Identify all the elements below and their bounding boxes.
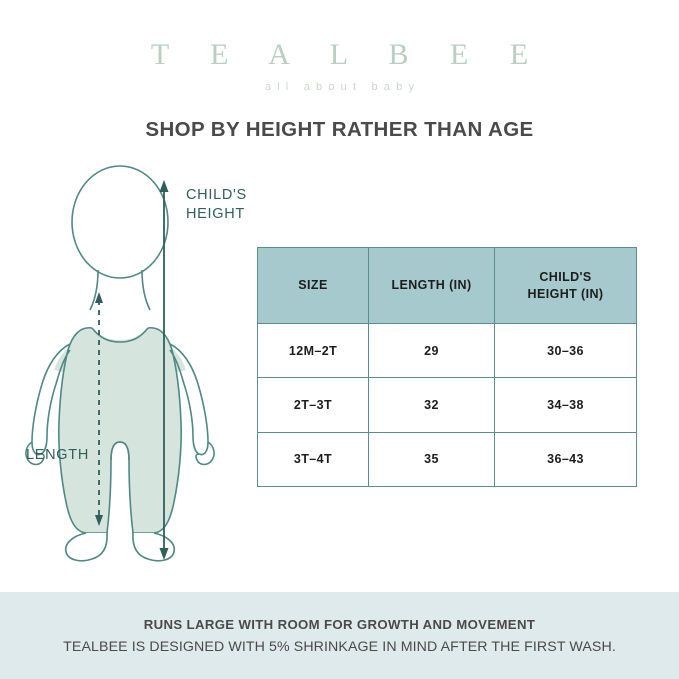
table-row: 2T–3T 32 34–38 [257, 377, 637, 433]
cell-child-height: 34–38 [494, 377, 637, 433]
table-row: 12M–2T 29 30–36 [257, 322, 637, 379]
brand-logo: T E A L B E E all about baby [0, 38, 679, 93]
page-title: SHOP BY HEIGHT RATHER THAN AGE [145, 118, 534, 141]
column-header-length: LENGTH (IN) [368, 247, 495, 324]
baby-illustration [25, 165, 215, 562]
child-height-label-line2: HEIGHT [186, 206, 245, 222]
brand-tagline: all about baby [264, 81, 421, 93]
cell-length: 32 [368, 377, 495, 433]
cell-size: 12M–2T [257, 322, 369, 379]
baby-neck [89, 269, 151, 311]
length-label: LENGTH [26, 447, 90, 463]
sleepsuit-shape [54, 327, 186, 533]
cell-size: 3T–4T [257, 431, 369, 487]
footer-subtext: TEALBEE IS DESIGNED WITH 5% SHRINKAGE IN… [63, 638, 616, 655]
column-header-size: SIZE [257, 247, 369, 324]
size-chart-table: SIZE LENGTH (IN) CHILD'S HEIGHT (IN) 12M… [257, 247, 637, 487]
sleepsuit-collar [91, 327, 149, 343]
cell-child-height: 30–36 [494, 322, 637, 379]
table-header-row: SIZE LENGTH (IN) CHILD'S HEIGHT (IN) [257, 247, 637, 324]
baby-right-hand [195, 441, 215, 466]
table-header: SIZE LENGTH (IN) CHILD'S HEIGHT (IN) [257, 247, 637, 324]
footer-headline: RUNS LARGE WITH ROOM FOR GROWTH AND MOVE… [143, 616, 536, 632]
cell-size: 2T–3T [257, 377, 369, 433]
cell-child-height: 36–43 [494, 431, 637, 487]
cell-length: 29 [368, 322, 495, 379]
baby-left-foot [64, 532, 108, 562]
cell-length: 35 [368, 431, 495, 487]
brand-wordmark: T E A L B E E [150, 38, 546, 71]
child-height-label: CHILD'S HEIGHT [186, 186, 247, 224]
baby-left-hand [25, 441, 45, 466]
column-header-child-height-line2: HEIGHT (IN) [527, 286, 604, 301]
length-arrow [95, 292, 103, 526]
sleepsuit-inseam [110, 441, 130, 461]
footer-banner: RUNS LARGE WITH ROOM FOR GROWTH AND MOVE… [0, 592, 679, 679]
column-header-child-height-line1: CHILD'S [539, 269, 592, 284]
child-height-arrow [159, 180, 169, 560]
table-row: 3T–4T 35 36–43 [257, 431, 637, 487]
table-body: 12M–2T 29 30–36 2T–3T 32 34–38 3T–4T 35 … [257, 322, 637, 487]
baby-right-foot [132, 532, 176, 562]
child-height-label-line1: CHILD'S [186, 187, 247, 203]
baby-head [71, 165, 169, 279]
column-header-child-height: CHILD'S HEIGHT (IN) [494, 247, 637, 324]
